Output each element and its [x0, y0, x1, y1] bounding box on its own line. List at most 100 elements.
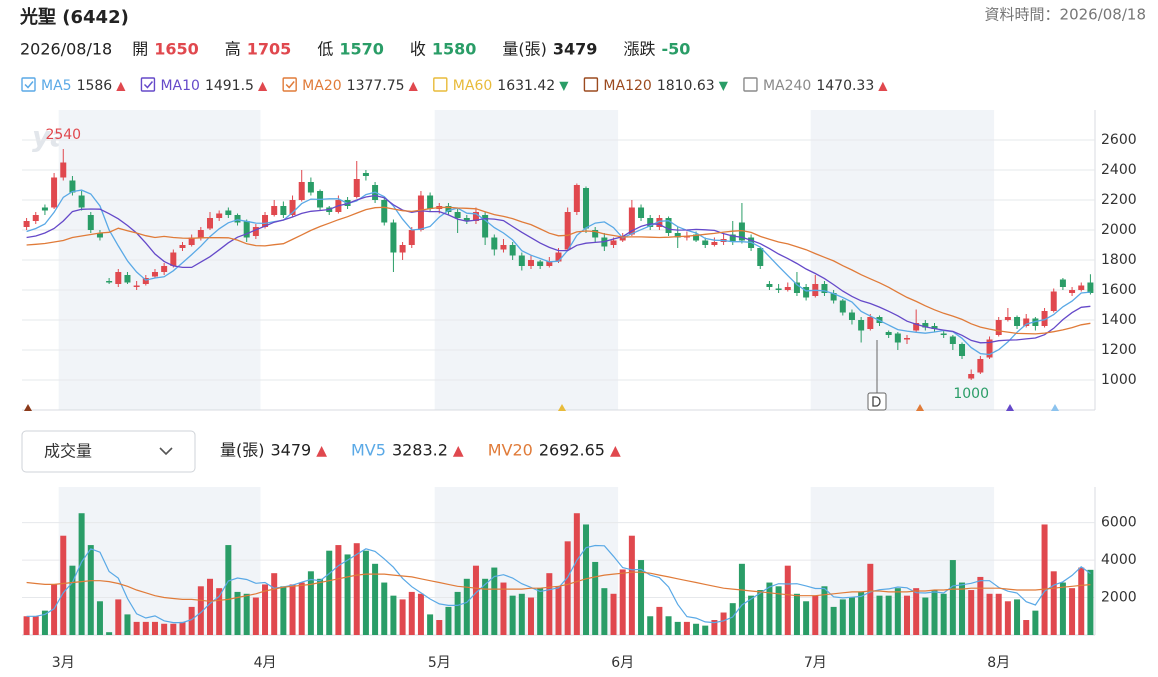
legend-trend: ▼ [559, 79, 569, 93]
candle-body [913, 323, 920, 331]
volume-bar [133, 621, 140, 635]
volume-bar [812, 595, 819, 635]
candle-body [693, 234, 700, 241]
candle-body [60, 162, 67, 178]
candle-body [207, 218, 214, 229]
extreme-label: 2540 [45, 127, 81, 143]
legend-name: MA5 [41, 78, 72, 94]
volume-bar [243, 593, 250, 635]
candle-body [133, 285, 140, 287]
y-tick-label: 4000 [1101, 552, 1137, 568]
volume-bar [995, 593, 1002, 635]
volume-bar [280, 586, 287, 635]
candle-body [170, 252, 177, 266]
candle-body [894, 333, 901, 343]
legend-value: 1810.63 [657, 78, 715, 94]
volume-bar [417, 593, 424, 635]
volume-bar [986, 593, 993, 635]
candle-body [867, 317, 874, 329]
candle-body [638, 207, 645, 218]
volume-bar [1032, 610, 1039, 635]
quote-label: 漲跌 [623, 40, 655, 59]
volume-bar [711, 620, 718, 635]
candle-body [711, 242, 718, 245]
x-tick-label: 5月 [428, 655, 451, 671]
volume-bar [656, 606, 663, 635]
ma-line [26, 189, 1091, 356]
y-tick-label: 2400 [1101, 162, 1137, 178]
quote-value: 1705 [247, 40, 292, 59]
candle-body [793, 282, 800, 293]
volume-bar [839, 599, 846, 635]
volume-bar [665, 616, 672, 635]
candle-body [949, 336, 956, 344]
volume-bar [766, 582, 773, 635]
quote-date: 2026/08/18 [20, 40, 112, 59]
candle-body [903, 338, 910, 340]
volume-bar [188, 606, 195, 635]
volume-bar [583, 524, 590, 635]
candle-body [986, 339, 993, 358]
volume-bar [491, 567, 498, 635]
y-tick-label: 1000 [1101, 372, 1137, 388]
volume-bar [1078, 567, 1085, 635]
candle-body [885, 332, 892, 335]
candle-body [417, 195, 424, 230]
candle-body [427, 195, 434, 209]
candle-body [738, 222, 745, 241]
dropdown[interactable] [21, 430, 196, 473]
candle-body [509, 245, 516, 256]
candle-body [803, 287, 810, 298]
volume-bar [693, 623, 700, 635]
candle-body [96, 233, 103, 238]
marker-box[interactable] [867, 392, 887, 411]
volume-bar [610, 593, 617, 635]
volume-bar [307, 571, 314, 635]
volume-bar [252, 597, 259, 635]
volume-bar [527, 597, 534, 635]
candle-body [51, 177, 58, 208]
volume-bar [142, 621, 149, 635]
mv-line [26, 571, 1091, 602]
legend-name: MA120 [603, 78, 651, 94]
candle-body [390, 222, 397, 253]
volume-bar [775, 586, 782, 635]
volume-bar [390, 595, 397, 635]
legend-trend: ▲ [878, 79, 888, 93]
legend-value: 3283.2 [392, 441, 448, 460]
volume-bar [573, 513, 580, 635]
legend-name: MA60 [453, 78, 492, 94]
volume-bar [225, 545, 232, 635]
volume-bar [748, 595, 755, 635]
volume-bar [683, 621, 690, 635]
marker [24, 404, 32, 411]
candle-body [527, 260, 534, 266]
candle-body [262, 215, 269, 227]
volume-bar [216, 588, 223, 635]
candle-body [848, 312, 855, 320]
dropdown-label: 成交量 [44, 442, 92, 461]
legend-value: 1586 [77, 78, 113, 94]
volume-bar [674, 621, 681, 635]
volume-bar [463, 578, 470, 635]
candle-body [225, 210, 232, 215]
candle-body [307, 182, 314, 193]
candle-body [399, 245, 406, 253]
candle-body [1069, 290, 1076, 293]
candle-body [445, 206, 452, 212]
marker [1051, 404, 1059, 411]
candle-body [729, 234, 736, 242]
candle-body [197, 230, 204, 238]
month-band [810, 487, 995, 635]
candle-body [1041, 311, 1048, 326]
legend-value: 1470.33 [816, 78, 874, 94]
candle-body [482, 215, 489, 238]
candle-body [1087, 282, 1094, 293]
y-tick-label: 2000 [1101, 590, 1137, 606]
volume-bar [555, 586, 562, 635]
volume-bar [289, 584, 296, 635]
candle-body [766, 284, 773, 287]
volume-bar [326, 550, 333, 635]
legend-trend: ▲ [116, 79, 126, 93]
